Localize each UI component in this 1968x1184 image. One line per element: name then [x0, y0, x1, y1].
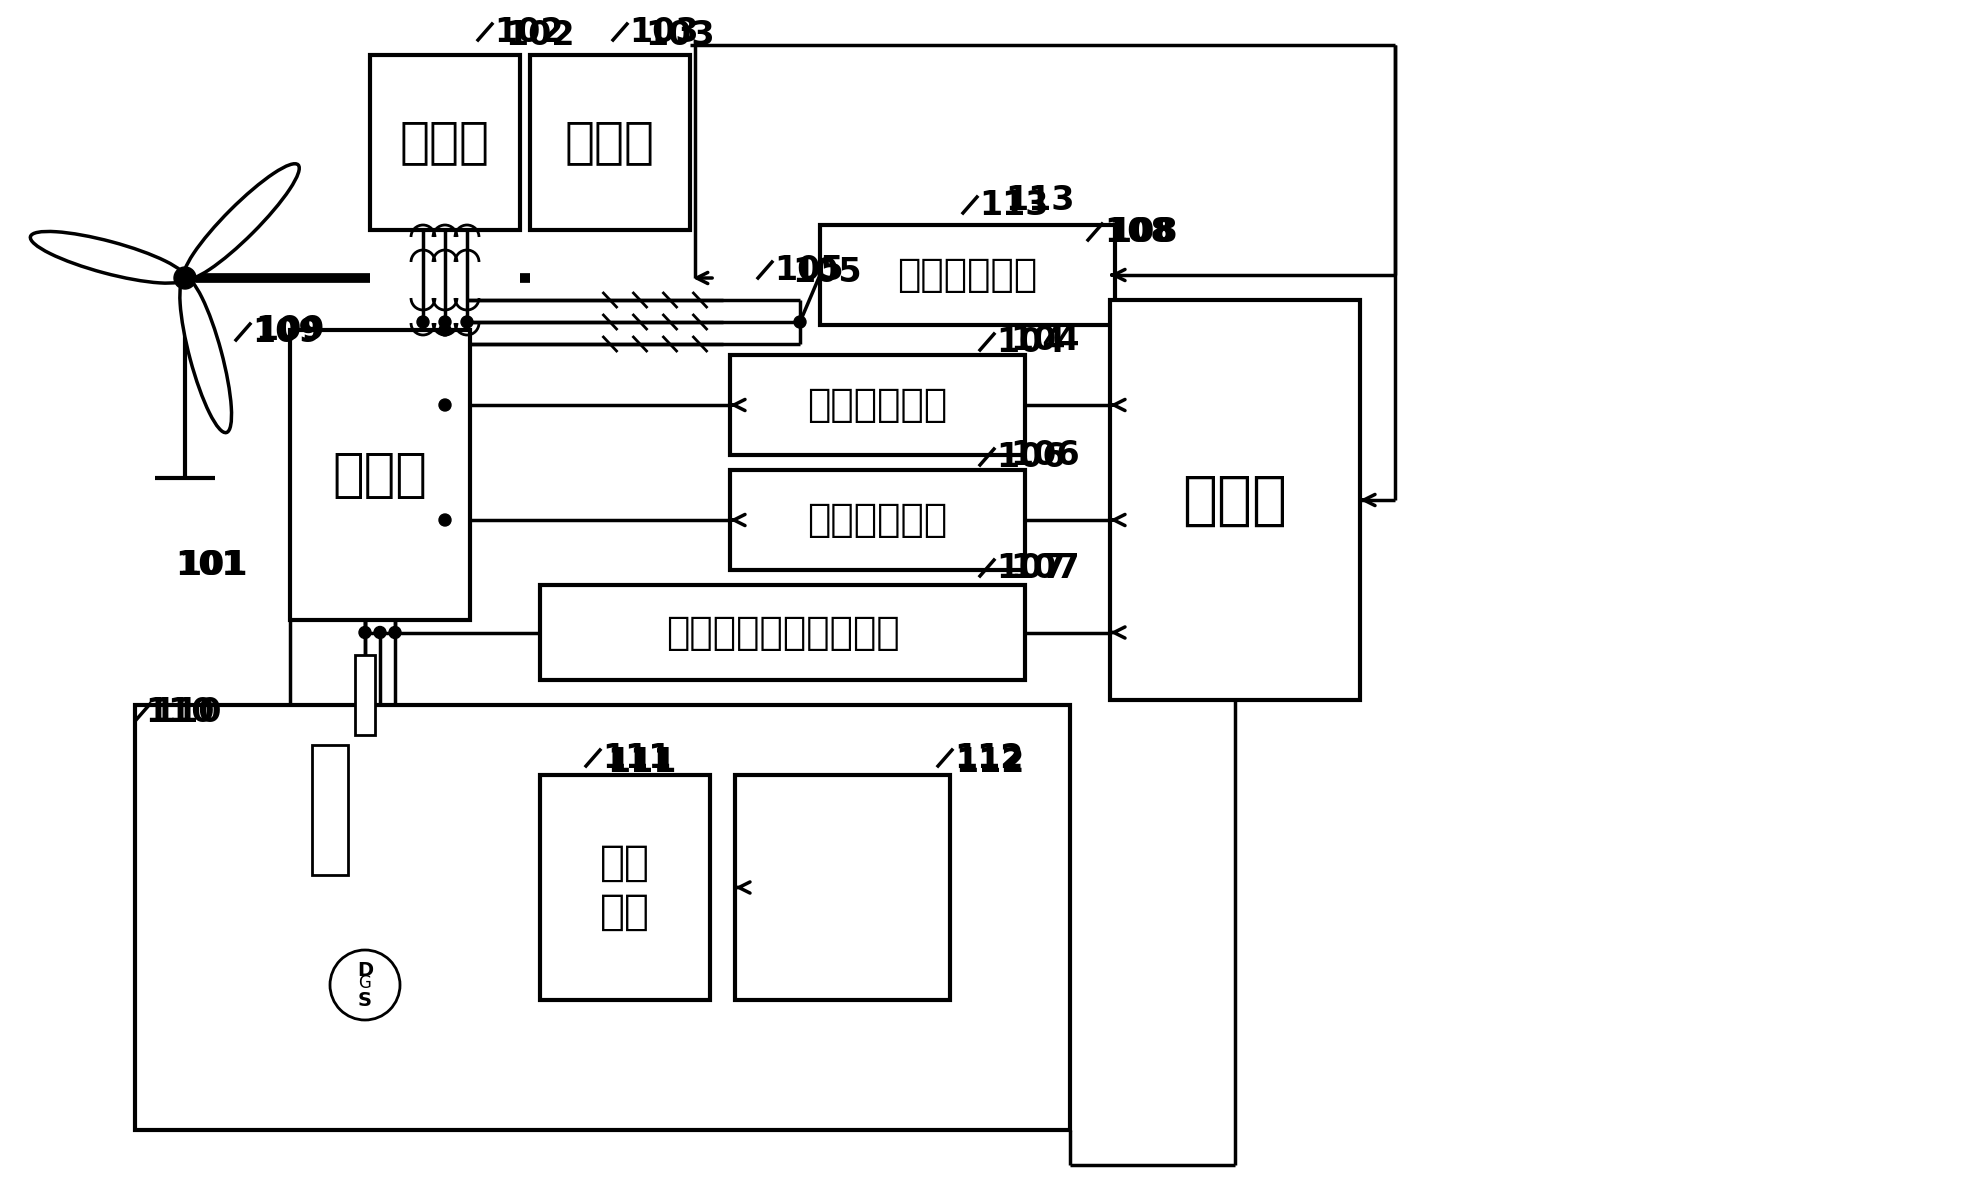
Text: 103: 103	[646, 19, 714, 51]
Circle shape	[439, 316, 451, 328]
Text: 106: 106	[996, 440, 1065, 474]
Bar	[136, 704, 1071, 1130]
Bar	[1110, 300, 1360, 700]
Bar	[730, 355, 1025, 455]
Text: 103: 103	[630, 15, 699, 49]
Text: 110: 110	[152, 695, 222, 728]
Text: 109: 109	[256, 314, 325, 347]
Text: 109: 109	[252, 315, 321, 348]
Text: G: G	[358, 974, 372, 992]
Circle shape	[390, 626, 401, 638]
Circle shape	[417, 316, 429, 328]
Bar	[529, 54, 691, 230]
Bar	[313, 745, 348, 875]
Text: 102: 102	[494, 15, 563, 49]
Text: 104: 104	[996, 326, 1065, 359]
Text: 电流检测电路: 电流检测电路	[897, 256, 1037, 294]
Text: 101: 101	[175, 548, 244, 581]
Text: 用电
部分: 用电 部分	[600, 842, 649, 933]
Text: 102: 102	[506, 19, 575, 51]
Text: 111: 111	[606, 746, 677, 779]
Text: 整流桥: 整流桥	[333, 449, 427, 501]
Text: 101: 101	[177, 548, 248, 581]
Bar	[821, 225, 1116, 324]
Bar	[734, 776, 951, 1000]
Text: 111: 111	[602, 741, 671, 774]
Ellipse shape	[30, 231, 185, 283]
Text: 105: 105	[773, 253, 844, 287]
Circle shape	[173, 268, 197, 289]
Text: 刹车盘: 刹车盘	[565, 118, 655, 167]
Circle shape	[439, 399, 451, 411]
Circle shape	[439, 324, 451, 336]
Text: 电磁制动电路: 电磁制动电路	[807, 386, 949, 424]
Circle shape	[331, 950, 400, 1019]
Text: 113: 113	[978, 188, 1049, 221]
Circle shape	[358, 626, 372, 638]
Bar	[289, 330, 470, 620]
Text: 112: 112	[954, 741, 1023, 774]
Text: 105: 105	[791, 256, 862, 289]
Text: 108: 108	[1108, 215, 1177, 249]
Circle shape	[439, 514, 451, 526]
Text: 107: 107	[1010, 552, 1080, 585]
Text: 转速检测电路: 转速检测电路	[807, 501, 949, 539]
Circle shape	[793, 316, 807, 328]
Text: 113: 113	[1006, 184, 1075, 217]
Text: 112: 112	[954, 746, 1025, 779]
Text: 直流母线电压检测电路: 直流母线电压检测电路	[665, 613, 899, 651]
Text: S: S	[358, 991, 372, 1010]
Circle shape	[374, 626, 386, 638]
Text: 发电机: 发电机	[400, 118, 490, 167]
Text: 108: 108	[1104, 215, 1173, 249]
Bar	[539, 776, 710, 1000]
Circle shape	[461, 316, 472, 328]
Ellipse shape	[183, 163, 299, 279]
Bar	[539, 585, 1025, 680]
Text: 控制器: 控制器	[1183, 471, 1287, 528]
Text: 104: 104	[1010, 323, 1080, 356]
Bar	[730, 470, 1025, 570]
Ellipse shape	[179, 278, 232, 432]
Bar	[370, 54, 520, 230]
Text: D: D	[356, 960, 374, 979]
Text: 106: 106	[1010, 438, 1080, 471]
Bar	[354, 655, 376, 735]
Text: 107: 107	[996, 552, 1065, 585]
Text: 110: 110	[146, 695, 215, 728]
